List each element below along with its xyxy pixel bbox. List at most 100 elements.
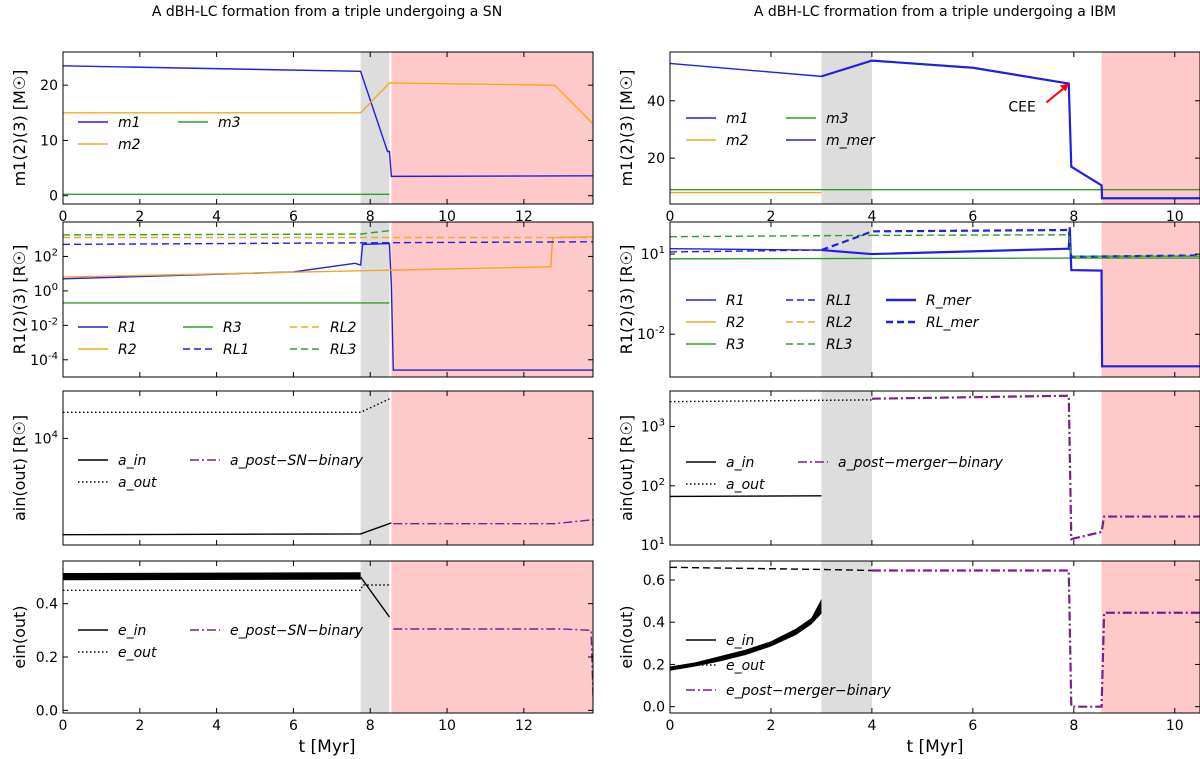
y-tick-label: 100 [34,282,58,300]
shade-gray [360,561,390,713]
series-m_mer [821,59,1200,200]
legend-label: e_out [118,645,157,661]
legend-label: R3 [223,320,242,336]
legend-label: m3 [218,115,241,131]
legend-label: a_out [726,477,765,493]
right-figure-title: A dBH-LC frormation from a triple underg… [754,4,1116,20]
x-tick-label: 6 [289,718,298,734]
chart-ibm_radius: 10-2 101 R1(2)(3) [R☉] R1 RL1 R_mer R2 RL2 RL_me… [617,221,1200,378]
y-tick-label: 0.0 [36,703,58,719]
x-tick-label: 2 [766,209,775,225]
legend-label: a_in [726,455,754,471]
legend-label: a_post−SN−binary [230,453,364,469]
plot-area [63,222,593,377]
series-m2 [63,82,593,125]
y-axis-label: ain(out) [R☉] [10,415,29,521]
series-RL3 [63,229,390,236]
x-tick-label: 10 [438,209,456,225]
x-tick-label: 2 [135,718,144,734]
legend-label: RL1 [223,342,249,358]
legend-label: RL2 [826,315,853,331]
legend-label: e_post−merger−binary [726,683,892,699]
series-RL1 [670,249,822,253]
y-tick-label: 20 [647,151,665,167]
y-tick-label: 101 [641,245,665,263]
legend: a_in a_post−SN−binary a_out [78,453,364,491]
y-tick-label: 0.4 [643,615,665,631]
plot-area [63,561,593,713]
series-R1 [63,242,593,371]
legend-label: RL1 [826,293,852,309]
series-a_in [670,495,822,498]
legend-label: RL_mer [926,315,980,331]
legend-label: R_mer [926,293,972,309]
axes-frame [669,390,1200,546]
legend-label: R2 [726,315,745,331]
series-a_out [63,398,390,414]
axes-frame [669,51,1200,205]
legend-label: a_in [118,453,146,469]
chart-sn_mass: 0 10 20 0 2 4 6 8 10 12 m1(2)(3) [M☉] m1 m3 m2 [10,51,594,225]
legend-label: e_in [726,633,754,649]
legend: e_in e_post−SN−binary e_out [78,623,364,661]
x-tick-label: 10 [438,718,456,734]
left-figure-title: A dBH-LC formation from a triple undergo… [152,4,502,20]
x-tick-label: 2 [135,209,144,225]
x-tick-label: 0 [666,209,675,225]
plot-area [670,52,1200,204]
y-tick-label: 0.4 [36,597,58,613]
legend-label: a_post−merger−binary [838,455,1004,471]
plot-area [670,391,1200,545]
series-m1 [63,65,593,178]
y-tick-label: 10-4 [30,351,58,369]
shade-red [1101,52,1200,204]
legend-label: RL3 [330,342,356,358]
axes-frame [669,221,1200,378]
x-tick-label: 6 [289,209,298,225]
legend-label: e_in [118,623,146,639]
legend: m1 m3 m2 m_mer [686,111,876,149]
y-tick-label: 101 [641,536,665,554]
plot-area [670,222,1200,377]
shade-gray [821,561,872,713]
x-tick-label: 10 [1166,718,1184,734]
x-tick-label: 4 [212,718,221,734]
shade-red [391,222,593,377]
chart-ibm_ecc: 0.0 0.2 0.4 0.6 0 2 4 6 8 10 ein(out) e_in e_out e_po… [617,560,1200,734]
plot-area [670,561,1200,713]
axes-frame [62,51,594,205]
y-tick-label: 0.0 [643,700,665,716]
legend-label: m1 [118,115,141,131]
x-tick-label: 8 [1069,718,1078,734]
y-tick-label: 0 [49,189,58,205]
x-tick-label: 0 [666,718,675,734]
series-a_post_SN_binary [393,519,593,526]
annotation-arrow [1045,85,1067,104]
y-tick-label: 0.2 [643,657,665,673]
series-a_in [63,522,392,536]
legend-label: m2 [118,137,141,153]
legend-label: m3 [826,111,849,127]
legend: e_in e_out e_post−merger−binary [686,633,892,699]
legend-label: e_out [726,658,765,674]
legend: a_in a_post−merger−binary a_out [686,455,1004,493]
series-e_out [63,584,390,592]
series-a_out [670,399,872,403]
plot-area [63,391,593,545]
y-tick-label: 0.6 [643,573,665,589]
x-tick-label: 4 [867,209,876,225]
y-axis-label: m1(2)(3) [M☉] [10,70,29,187]
legend-label: m2 [726,133,749,149]
oscillation-band [63,572,361,581]
legend: R1 R3 RL2 R2 RL1 RL3 [78,320,357,358]
legend-label: R3 [726,337,745,353]
y-tick-label: 10-2 [637,325,665,343]
x-tick-label: 6 [968,718,977,734]
series-RL3 [670,234,872,238]
y-tick-label: 20 [40,78,58,94]
shade-gray [821,52,872,204]
legend-label: m1 [726,111,749,127]
